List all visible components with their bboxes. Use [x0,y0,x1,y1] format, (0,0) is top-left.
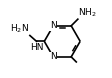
Text: NH$_2$: NH$_2$ [78,6,97,19]
Text: N: N [50,21,57,30]
Text: H$_2$N: H$_2$N [10,23,29,35]
Text: N: N [50,52,57,61]
Text: HN: HN [30,43,43,52]
